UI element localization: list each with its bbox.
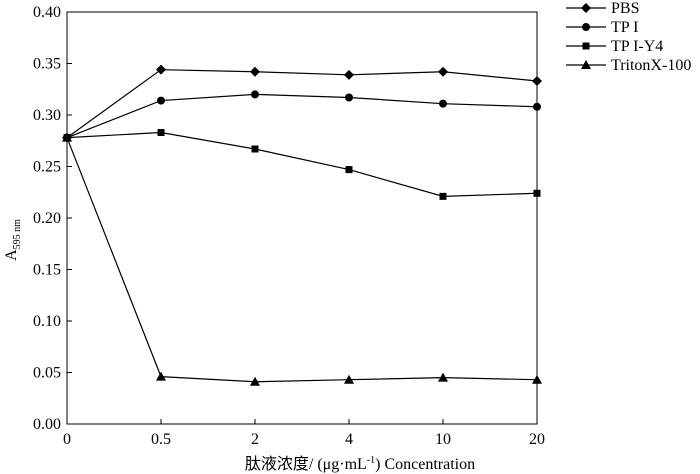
legend-label: PBS: [611, 0, 639, 17]
legend-item-pbs: PBS: [566, 0, 639, 17]
series-tp-i-y4: [63, 129, 541, 200]
x-tick-label: 0.5: [151, 431, 171, 448]
y-tick-label: 0.00: [33, 416, 61, 433]
series-pbs: [62, 64, 542, 143]
data-point-tritonx-100: [438, 372, 448, 382]
y-tick-label: 0.05: [33, 365, 61, 382]
y-axis-title-main: A: [3, 249, 20, 261]
legend-item-tp-i-y4: TP I-Y4: [566, 38, 663, 55]
data-point-tp-i: [533, 102, 541, 111]
data-point-pbs: [250, 66, 260, 77]
y-axis-title-sub: 595 nm: [12, 219, 23, 250]
x-tick-label: 20: [529, 431, 545, 448]
series-layer: [62, 64, 542, 386]
y-axis-title: A595 nm: [3, 219, 23, 261]
data-point-pbs: [156, 64, 166, 75]
legend-marker: [582, 23, 590, 31]
legend-item-tp-i: TP I: [566, 19, 638, 36]
legend: PBS TP I TP I-Y4 TritonX-100: [566, 0, 691, 74]
data-point-pbs: [344, 69, 354, 80]
x-tick-label: 10: [435, 431, 451, 448]
data-point-pbs: [532, 76, 542, 87]
legend-marker: [581, 3, 591, 13]
x-tick-label: 0: [63, 431, 71, 448]
data-point-tp-i-y4: [157, 129, 165, 137]
data-point-tp-i: [251, 90, 259, 99]
legend-marker: [581, 60, 591, 69]
x-axis-title-suffix: ) Concentration: [375, 456, 475, 473]
data-point-tp-i: [345, 93, 353, 102]
x-axis-title-prefix: 肽液浓度/ (μg·mL: [245, 455, 367, 473]
y-tick-label: 0.40: [33, 4, 61, 21]
series-line-tritonx-100: [66, 137, 538, 383]
series-line-tp-i: [66, 93, 538, 139]
data-point-pbs: [438, 66, 448, 77]
legend-marker: [582, 42, 590, 50]
series-line-pbs: [66, 69, 538, 139]
series-line-tp-i-y4: [66, 131, 538, 197]
y-tick-label: 0.20: [33, 210, 61, 227]
y-tick-label: 0.25: [33, 159, 61, 176]
data-point-tritonx-100: [156, 371, 166, 381]
data-point-tritonx-100: [532, 374, 542, 384]
x-tick-label: 2: [251, 431, 259, 448]
y-tick-label: 0.30: [33, 107, 61, 124]
data-point-tp-i: [157, 96, 165, 105]
y-tick-label: 0.10: [33, 313, 61, 330]
data-point-tp-i-y4: [439, 192, 447, 200]
legend-label: TP I: [611, 19, 638, 36]
legend-label: TritonX-100: [611, 57, 691, 74]
data-point-tp-i-y4: [345, 166, 353, 174]
x-tick-label: 4: [345, 431, 353, 448]
data-point-tp-i: [439, 99, 447, 108]
data-point-tritonx-100: [62, 132, 72, 142]
data-point-tp-i-y4: [533, 189, 541, 197]
axes: 0.00 0.05 0.10 0.15 0.20 0.25 0.30 0.35 0.40 0 0.5…: [33, 4, 545, 448]
data-point-tritonx-100: [344, 374, 354, 384]
data-point-tritonx-100: [250, 376, 260, 386]
x-axis-title: 肽液浓度/ (μg·mL-1) Concentration: [245, 455, 475, 473]
series-tritonx-100: [62, 132, 542, 386]
y-tick-label: 0.15: [33, 262, 61, 279]
y-tick-label: 0.35: [33, 56, 61, 73]
legend-item-tritonx-100: TritonX-100: [566, 57, 691, 74]
data-point-tp-i-y4: [251, 145, 259, 153]
legend-label: TP I-Y4: [611, 38, 663, 55]
x-axis-title-sup: -1: [367, 455, 375, 466]
